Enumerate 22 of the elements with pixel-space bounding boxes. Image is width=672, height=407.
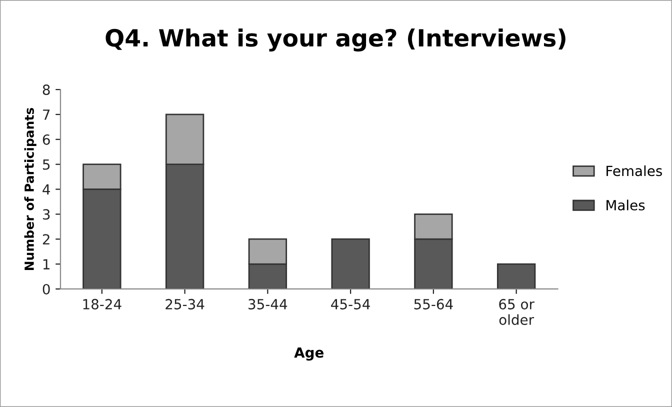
x-tick-label: 55-64 [414,298,453,310]
legend-label: Males [606,200,645,210]
bar [496,263,536,289]
y-tick-label: 7 [43,110,50,120]
y-axis-title: Number of Participants [24,108,36,270]
x-tick-label: 35-44 [248,298,288,310]
y-tick-label: 5 [42,159,50,170]
chart-title: Q4. What is your age? (Interviews) [106,28,566,52]
y-tick-label: 1 [43,259,50,270]
y-tick-label: 6 [42,134,50,145]
y-tick-label: 3 [42,209,50,220]
x-tick-label: 45-54 [331,299,370,310]
y-tick-label: 4 [42,184,50,195]
legend-label: Females [606,165,662,176]
x-tick-label: 25-34 [166,298,204,310]
x-tick-label: 18-24 [83,298,122,310]
bar [331,238,370,289]
y-tick-label: 0 [42,284,50,294]
x-tick-label: 65 or older [499,298,534,325]
y-tick-label: 8 [42,84,50,96]
y-tick-label: 2 [42,234,50,244]
x-axis-title: Age [294,347,324,361]
